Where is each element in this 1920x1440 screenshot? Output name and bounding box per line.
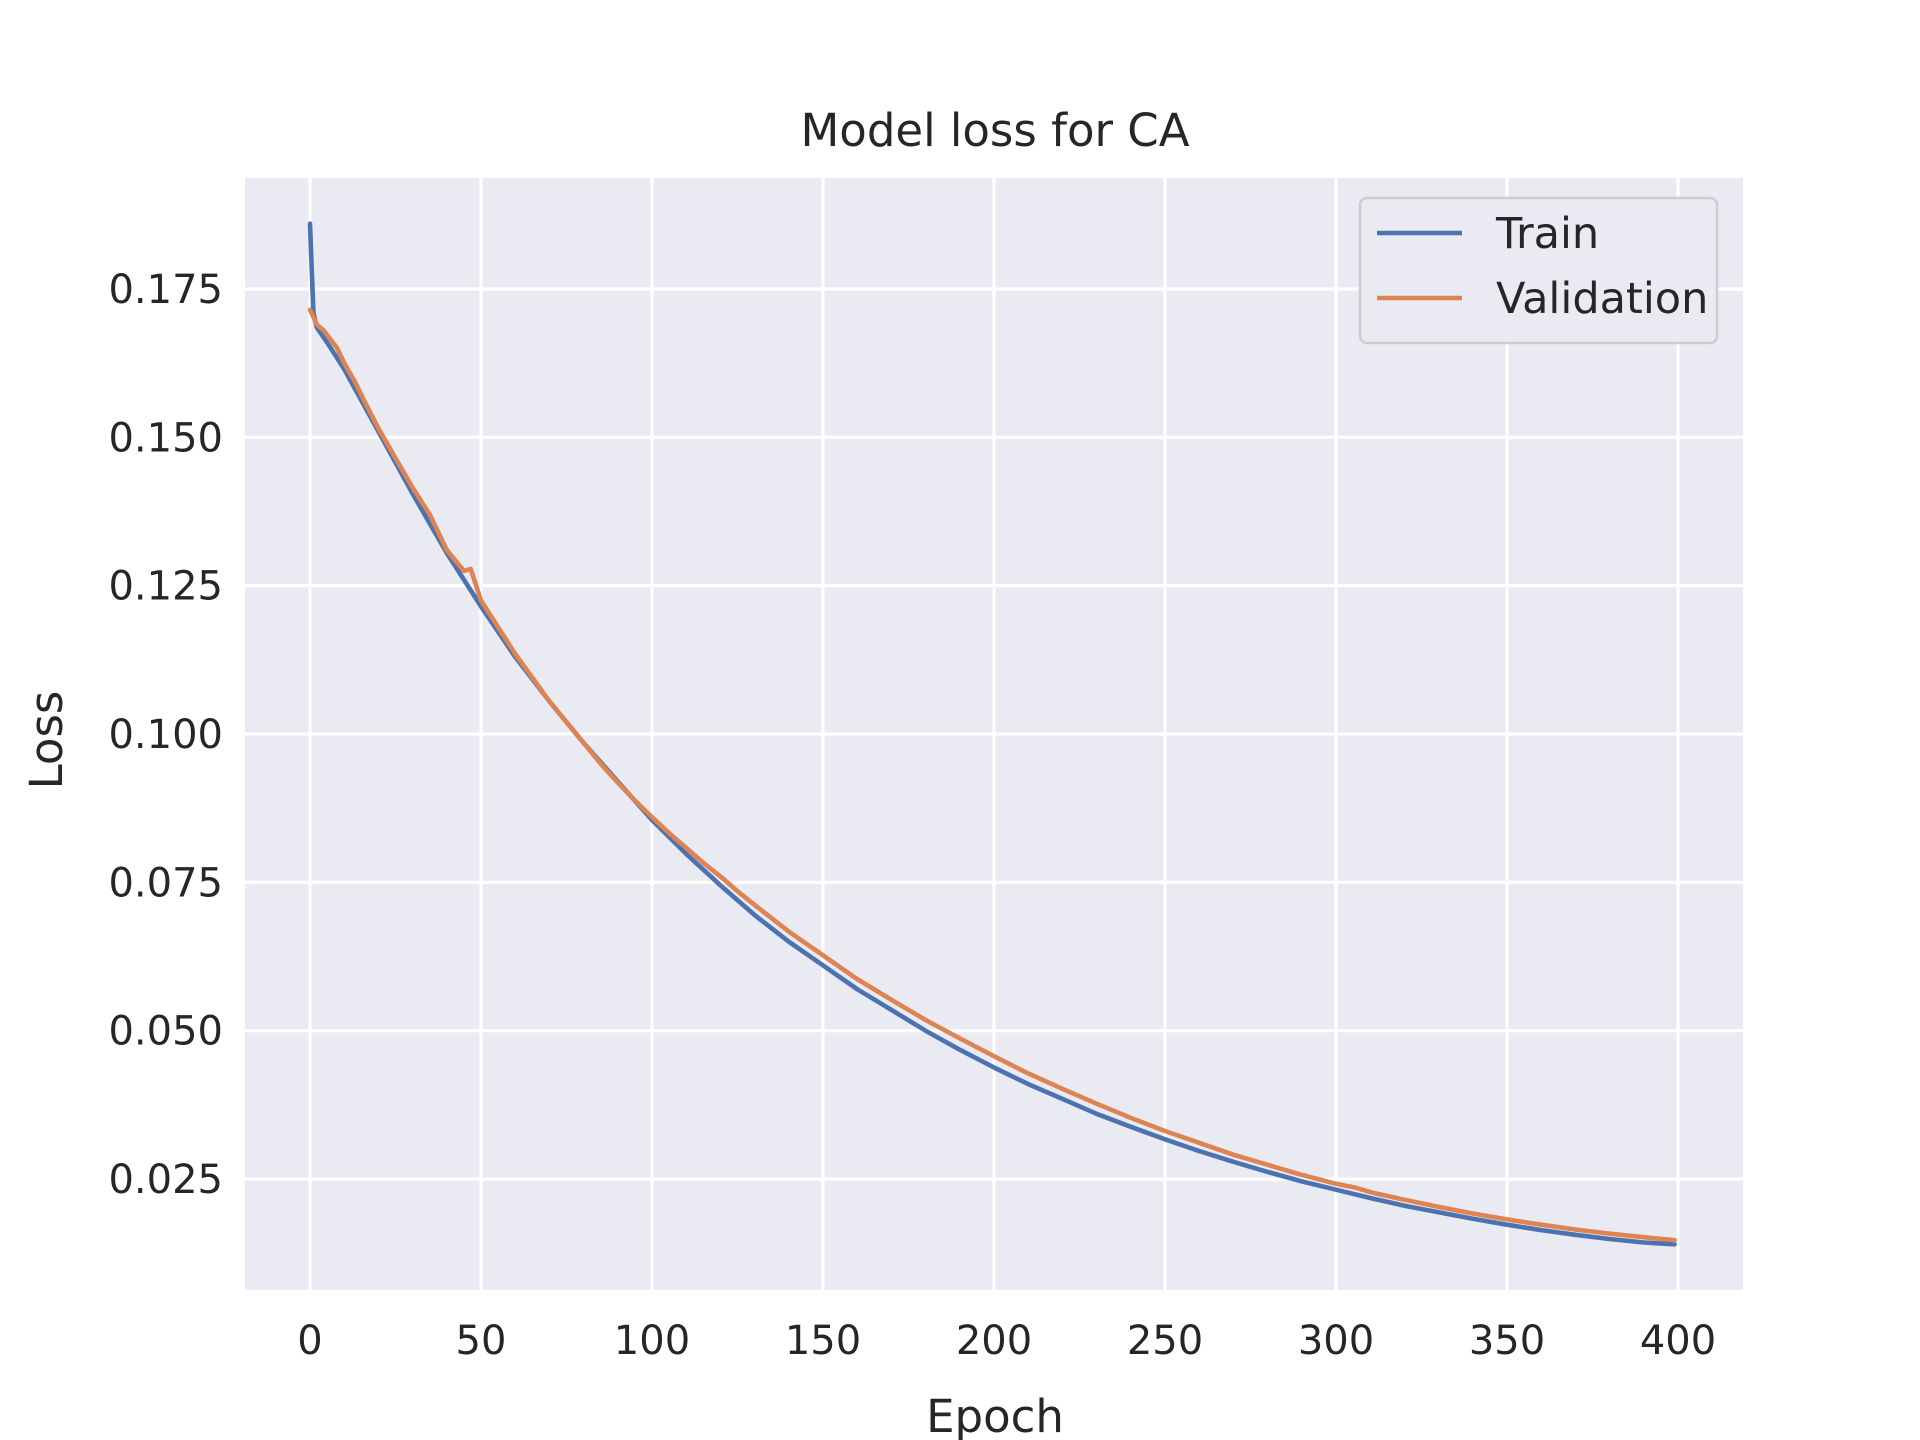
y-tick-label: 0.050 (108, 1009, 223, 1055)
x-tick-label: 350 (1469, 1318, 1545, 1364)
y-axis-title: Loss (20, 691, 73, 790)
y-tick-label: 0.150 (108, 415, 223, 461)
x-tick-label: 100 (614, 1318, 690, 1364)
x-axis-tick-labels: 0 50 100 150 200 250 300 350 400 (297, 1318, 1716, 1364)
x-tick-label: 0 (297, 1318, 322, 1364)
y-tick-label: 0.175 (108, 267, 223, 313)
y-axis-tick-labels: 0.025 0.050 0.075 0.100 0.125 0.150 0.175 (108, 267, 223, 1203)
x-tick-label: 400 (1640, 1318, 1716, 1364)
x-tick-label: 300 (1298, 1318, 1374, 1364)
series-lines (307, 221, 1677, 1247)
chart-title: Model loss for CA (800, 104, 1189, 157)
grid-lines (245, 178, 1743, 1290)
y-tick-label: 0.075 (108, 860, 223, 906)
legend-label-train: Train (1495, 209, 1599, 259)
x-tick-label: 50 (456, 1318, 507, 1364)
x-tick-label: 150 (785, 1318, 861, 1364)
y-tick-label: 0.100 (108, 712, 223, 758)
legend: Train Validation (1358, 196, 1719, 345)
y-tick-label: 0.125 (108, 564, 223, 610)
x-tick-label: 200 (956, 1318, 1032, 1364)
legend-label-validation: Validation (1496, 274, 1708, 324)
x-tick-label: 250 (1127, 1318, 1203, 1364)
y-tick-label: 0.025 (108, 1157, 223, 1203)
series-line-train (307, 221, 1677, 1247)
x-axis-title: Epoch (926, 1390, 1064, 1440)
series-line-validation (307, 307, 1677, 1243)
